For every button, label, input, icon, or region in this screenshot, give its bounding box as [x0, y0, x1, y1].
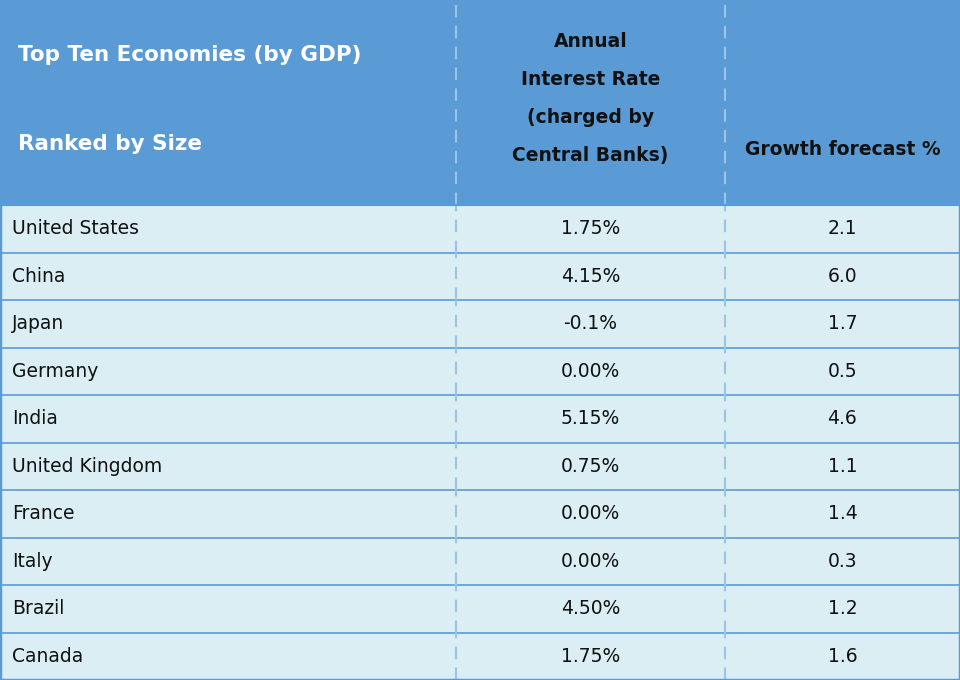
Text: 0.3: 0.3 — [828, 551, 857, 571]
Bar — [0, 0, 960, 205]
Text: 6.0: 6.0 — [828, 267, 857, 286]
Text: Germany: Germany — [12, 362, 98, 381]
Bar — [0, 252, 960, 300]
Text: India: India — [12, 409, 58, 428]
Text: Ranked by Size: Ranked by Size — [18, 133, 202, 154]
Text: 1.7: 1.7 — [828, 314, 857, 333]
Text: 0.00%: 0.00% — [561, 505, 620, 523]
Bar — [0, 395, 960, 443]
Text: Central Banks): Central Banks) — [513, 146, 668, 165]
Text: United States: United States — [12, 219, 139, 238]
Bar — [0, 205, 960, 252]
Text: 1.4: 1.4 — [828, 505, 857, 523]
Text: 4.50%: 4.50% — [561, 599, 620, 618]
Text: Growth forecast %: Growth forecast % — [745, 140, 940, 159]
Text: (charged by: (charged by — [527, 108, 654, 127]
Text: United Kingdom: United Kingdom — [12, 457, 162, 476]
Text: 1.75%: 1.75% — [561, 647, 620, 666]
Bar — [0, 443, 960, 490]
Bar — [0, 585, 960, 632]
Text: 0.5: 0.5 — [828, 362, 857, 381]
Text: 1.2: 1.2 — [828, 599, 857, 618]
Text: 4.15%: 4.15% — [561, 267, 620, 286]
Bar — [0, 347, 960, 395]
Bar — [0, 300, 960, 347]
Text: 5.15%: 5.15% — [561, 409, 620, 428]
Text: Canada: Canada — [12, 647, 84, 666]
Text: Italy: Italy — [12, 551, 53, 571]
Text: 4.6: 4.6 — [828, 409, 857, 428]
Text: 0.00%: 0.00% — [561, 551, 620, 571]
Text: 1.75%: 1.75% — [561, 219, 620, 238]
Text: France: France — [12, 505, 75, 523]
Text: China: China — [12, 267, 65, 286]
Text: Interest Rate: Interest Rate — [520, 70, 660, 89]
Text: 1.1: 1.1 — [828, 457, 857, 476]
Text: Top Ten Economies (by GDP): Top Ten Economies (by GDP) — [18, 46, 362, 65]
Text: 0.75%: 0.75% — [561, 457, 620, 476]
Text: Brazil: Brazil — [12, 599, 64, 618]
Text: Annual: Annual — [554, 32, 627, 51]
Text: -0.1%: -0.1% — [564, 314, 617, 333]
Text: 1.6: 1.6 — [828, 647, 857, 666]
Bar — [0, 537, 960, 585]
Bar — [0, 490, 960, 537]
Text: 2.1: 2.1 — [828, 219, 857, 238]
Bar — [0, 632, 960, 680]
Text: Japan: Japan — [12, 314, 64, 333]
Text: 0.00%: 0.00% — [561, 362, 620, 381]
